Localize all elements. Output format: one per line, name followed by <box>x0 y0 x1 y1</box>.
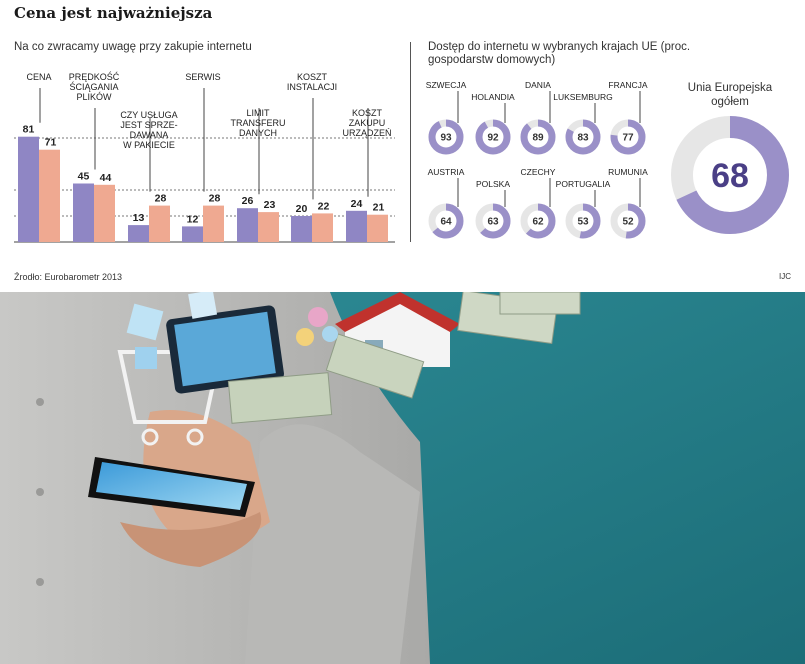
bar-series2 <box>149 205 170 242</box>
category-label: DANYCH <box>239 128 277 138</box>
country-donut-value: 63 <box>487 217 499 228</box>
category-label: CZY USŁUGA <box>120 110 177 120</box>
country-label: AUSTRIA <box>428 167 465 177</box>
country-donut-arc <box>520 203 556 239</box>
country-label: FRANCJA <box>608 80 648 90</box>
country-donut-arc <box>428 203 464 239</box>
country-donut-value: 64 <box>440 217 452 228</box>
category-label: LIMIT <box>246 108 270 118</box>
country-donut-arc <box>565 203 601 239</box>
chart-divider <box>410 42 411 242</box>
country-donut-arc <box>610 119 646 155</box>
country-donut-value: 53 <box>577 217 589 228</box>
bar-value-label: 26 <box>242 195 254 207</box>
eu-donut-value: 68 <box>711 157 749 195</box>
bar-series1 <box>291 216 312 242</box>
country-donut-arc <box>610 203 646 239</box>
country-label: LUKSEMBURG <box>553 92 613 102</box>
country-label: DANIA <box>525 80 551 90</box>
bar-value-label: 71 <box>45 137 57 149</box>
country-label: CZECHY <box>521 167 556 177</box>
country-donut-arc <box>428 119 464 155</box>
category-label: URZĄDZEŃ <box>343 128 392 138</box>
bar-chart-subtitle: Na co zwracamy uwagę przy zakupie intern… <box>14 41 252 53</box>
bar-series2 <box>94 184 115 242</box>
bar-series1 <box>237 208 258 242</box>
category-label: SERWIS <box>185 72 220 82</box>
bar-value-label: 28 <box>209 193 221 205</box>
bar-value-label: 45 <box>78 171 90 183</box>
bar-series1 <box>18 136 39 242</box>
category-label: CENA <box>26 72 51 82</box>
bar-series2 <box>39 149 60 242</box>
eu-donut-arc <box>671 116 789 234</box>
credit-note: IJC <box>779 272 791 281</box>
category-label: ŚCIĄGANIA <box>69 81 118 92</box>
chart-title: Cena jest najważniejsza <box>14 4 213 22</box>
country-donut-arc <box>565 119 601 155</box>
bar-value-label: 24 <box>351 198 363 210</box>
category-label: PLIKÓW <box>76 92 112 102</box>
category-label: INSTALACJI <box>287 82 337 92</box>
bar-value-label: 13 <box>133 212 145 224</box>
bar-series2 <box>312 213 333 242</box>
country-donut-value: 92 <box>487 133 499 144</box>
category-label: JEST SPRZE- <box>120 120 177 130</box>
donut-chart: 93 SZWECJA 92 HOLANDIA 89 DANIA 83 LUKSEMBURG 77… <box>426 80 789 239</box>
bar-value-label: 28 <box>155 193 167 205</box>
country-donut-value: 89 <box>532 133 544 144</box>
country-donut-arc <box>520 119 556 155</box>
bar-series1 <box>128 225 149 242</box>
country-donut-arc <box>475 119 511 155</box>
bar-value-label: 23 <box>264 199 276 211</box>
category-label: W PAKIECIE <box>123 140 175 150</box>
country-label: SZWECJA <box>426 80 467 90</box>
bar-value-label: 12 <box>187 213 199 225</box>
bar-value-label: 20 <box>296 203 308 215</box>
category-label: KOSZT <box>352 108 383 118</box>
bar-value-label: 21 <box>373 202 385 214</box>
bar-series2 <box>367 214 388 242</box>
bar-series1 <box>73 183 94 242</box>
illustration-photo <box>0 292 805 664</box>
bar-series1 <box>346 210 367 242</box>
country-label: POLSKA <box>476 179 510 189</box>
category-label: DAWANA <box>130 130 169 140</box>
bar-series1 <box>182 226 203 242</box>
country-donut-arc <box>475 203 511 239</box>
country-donut-value: 77 <box>622 133 634 144</box>
bar-value-label: 81 <box>23 124 35 136</box>
category-label: ZAKUPU <box>349 118 386 128</box>
donut-chart-subtitle: Dostęp do internetu w wybranych krajach … <box>428 41 691 66</box>
country-label: HOLANDIA <box>471 92 515 102</box>
country-label: PORTUGALIA <box>556 179 611 189</box>
country-donut-value: 52 <box>622 217 634 228</box>
bar-value-label: 22 <box>318 200 330 212</box>
bar-series2 <box>258 212 279 242</box>
category-label: KOSZT <box>297 72 328 82</box>
category-label: PRĘDKOŚĆ <box>69 71 120 82</box>
country-donut-value: 62 <box>532 217 544 228</box>
eu-label: Unia Europejska <box>688 82 773 94</box>
country-label: RUMUNIA <box>608 167 648 177</box>
country-donut-value: 93 <box>440 133 452 144</box>
source-note: Źrodło: Eurobarometr 2013 <box>14 272 123 282</box>
eu-label: ogółem <box>711 96 749 108</box>
bar-series2 <box>203 205 224 242</box>
bar-value-label: 44 <box>100 172 112 184</box>
category-label: TRANSFERU <box>230 118 285 128</box>
country-donut-value: 83 <box>577 133 589 144</box>
